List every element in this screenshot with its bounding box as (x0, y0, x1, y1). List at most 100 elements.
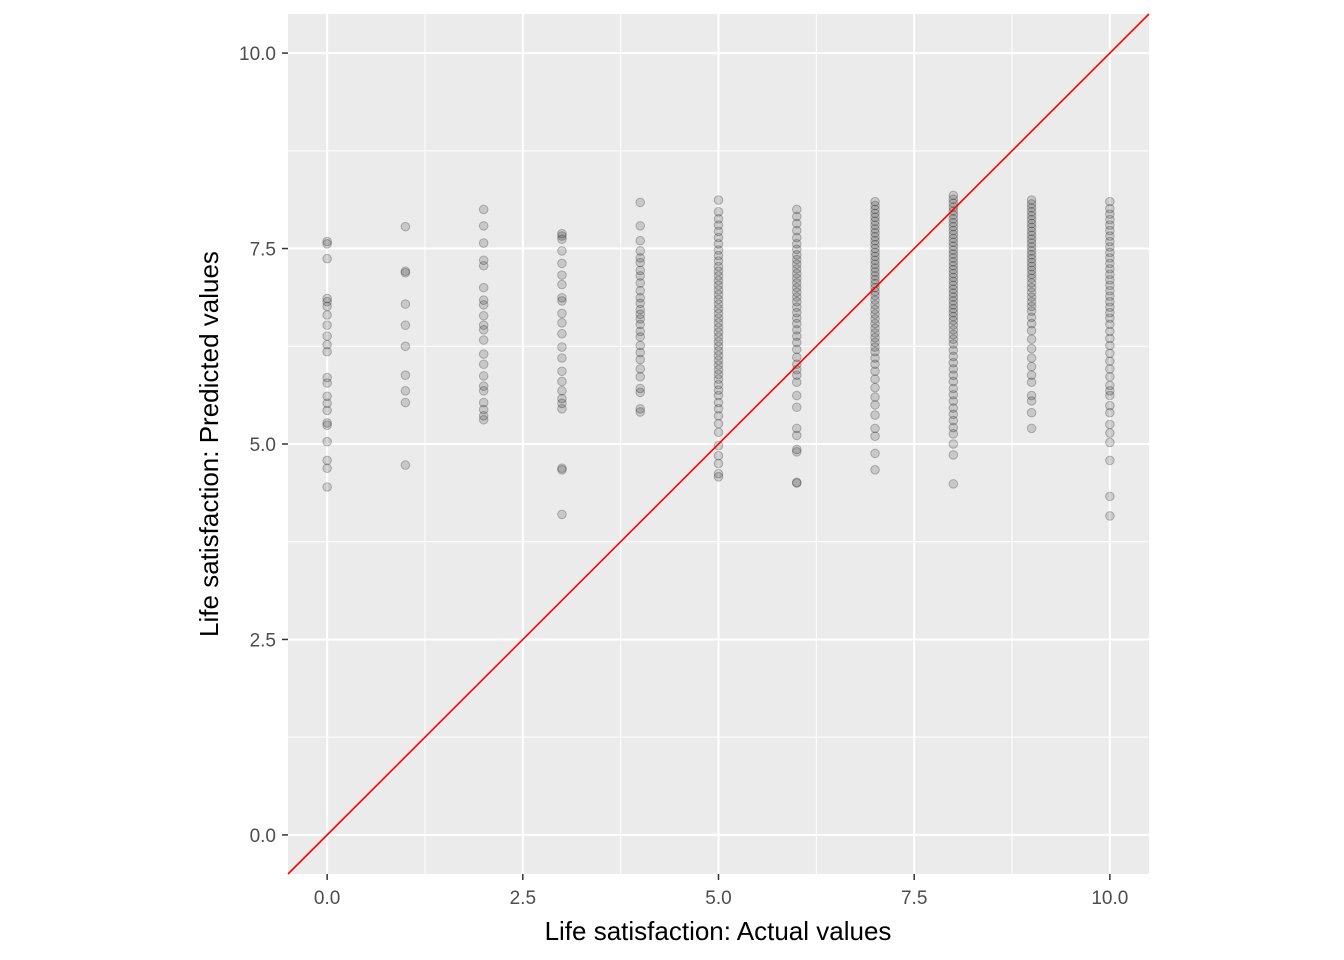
data-point (478, 397, 489, 408)
data-point (1026, 214, 1037, 225)
data-point (948, 257, 959, 267)
data-point (791, 318, 802, 329)
data-point (791, 254, 802, 265)
data-point (948, 351, 959, 362)
data-point (870, 251, 880, 262)
data-point (478, 349, 489, 359)
data-point (948, 260, 959, 271)
data-point (870, 243, 880, 254)
data-point (791, 307, 802, 318)
data-point (478, 414, 489, 425)
data-point (322, 331, 332, 341)
data-point (870, 271, 880, 281)
data-point (1026, 353, 1037, 363)
data-point (791, 204, 802, 215)
data-point (791, 430, 802, 441)
data-point (322, 482, 332, 492)
data-point (1105, 275, 1115, 285)
x-tick-label: 2.5 (510, 888, 536, 909)
data-point (713, 275, 724, 286)
data-point (948, 237, 959, 248)
data-point (870, 290, 880, 301)
data-point (557, 376, 567, 387)
data-point (1105, 196, 1115, 207)
data-point (635, 235, 646, 246)
data-point (870, 212, 880, 223)
data-point (948, 221, 959, 232)
data-point (870, 431, 880, 441)
data-point (322, 398, 332, 409)
data-point (948, 415, 959, 426)
data-point (713, 250, 724, 261)
data-point (635, 221, 646, 231)
data-point (791, 264, 802, 274)
data-point (557, 509, 567, 520)
data-point (713, 266, 724, 277)
data-point (478, 381, 489, 391)
data-point (870, 247, 880, 258)
data-point (870, 309, 880, 320)
data-points (322, 190, 1115, 521)
data-point (948, 268, 959, 279)
data-point (948, 210, 959, 220)
data-point (870, 382, 880, 393)
data-point (1026, 306, 1037, 316)
data-point (635, 271, 646, 281)
data-point (1105, 307, 1115, 318)
x-tick-label: 5.0 (705, 888, 731, 909)
data-point (1026, 195, 1037, 205)
data-point (713, 239, 724, 249)
x-tick-label: 7.5 (901, 888, 927, 909)
data-point (870, 332, 880, 343)
data-point (948, 422, 959, 433)
data-point (635, 309, 646, 320)
data-point (713, 318, 724, 328)
data-point (948, 376, 959, 387)
data-point (713, 285, 724, 295)
y-tick-label: 0.0 (250, 826, 276, 847)
data-point (1105, 390, 1115, 401)
data-point (791, 259, 802, 269)
data-point (948, 396, 959, 406)
data-point (1105, 326, 1115, 337)
data-point (557, 234, 567, 244)
y-tick-label: 2.5 (250, 630, 276, 651)
data-point (713, 397, 724, 408)
data-point (1105, 280, 1115, 291)
y-tick-label: 5.0 (250, 435, 276, 456)
data-point (1026, 282, 1037, 293)
data-point (791, 211, 802, 222)
data-point (713, 458, 724, 469)
data-point (557, 228, 567, 239)
data-point (713, 271, 724, 281)
data-point (1026, 210, 1037, 221)
data-point (713, 299, 724, 309)
data-point (948, 339, 959, 349)
data-point (1105, 386, 1115, 396)
data-point (948, 241, 959, 251)
y-tick-label: 7.5 (250, 240, 276, 261)
data-point (1026, 396, 1037, 406)
data-point (948, 429, 959, 439)
data-point (791, 370, 802, 381)
data-point (478, 359, 489, 370)
data-point (322, 293, 332, 304)
data-point (635, 304, 646, 315)
data-point (1026, 222, 1037, 233)
data-point (1105, 313, 1115, 323)
data-point (635, 347, 646, 358)
data-point (635, 253, 646, 263)
data-point (870, 328, 880, 338)
data-point (948, 329, 959, 340)
data-point (948, 264, 959, 275)
data-point (791, 359, 802, 370)
data-point (400, 320, 411, 330)
data-point (635, 354, 646, 365)
data-point (870, 400, 880, 410)
data-point (791, 478, 802, 488)
data-point (478, 255, 489, 266)
data-point (635, 364, 646, 374)
data-point (870, 275, 880, 285)
data-point (948, 403, 959, 413)
